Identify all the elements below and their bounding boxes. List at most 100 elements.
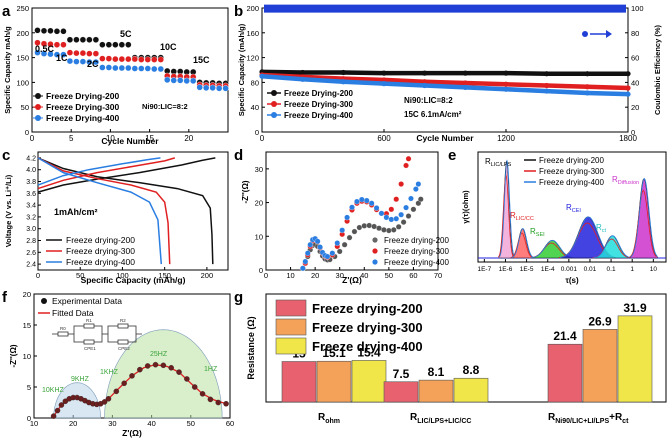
a-point: [79, 36, 87, 43]
d-xtick-label: 10: [286, 271, 294, 280]
b-y2label: Coulombic Efficiency (%): [653, 24, 662, 115]
d-point: [403, 162, 409, 169]
g-legend-200: Freeze drying-200: [312, 301, 423, 316]
b-series-point: [625, 91, 631, 97]
b-ytick-label: 160: [246, 29, 259, 38]
c-xtick-label: 150: [158, 271, 171, 280]
f-freq-3: 25HZ: [150, 351, 168, 358]
b-legend: Freeze Drying-200 Freeze Drying-300 Free…: [267, 89, 353, 120]
d-point: [361, 222, 368, 229]
f-circuit-label-cpe2: CPE2: [118, 346, 130, 351]
a-point: [131, 55, 139, 63]
f-data-points: [50, 361, 229, 419]
a-point: [157, 65, 164, 73]
e-peaks: [498, 159, 659, 259]
a-point: [60, 28, 67, 35]
a-xlabel: Cycle Number: [101, 136, 159, 146]
a-point: [151, 65, 158, 73]
b-y2tick-label: 80: [631, 29, 639, 38]
b-ytick-label: 80: [251, 78, 259, 87]
panel-letter-f: f: [2, 289, 8, 306]
g-cat-2: RNi90/LIC+LI/LPS+Rct: [548, 412, 629, 425]
g-bar-label: 26.9: [588, 314, 612, 328]
g-legend-300: Freeze drying-300: [312, 320, 423, 335]
d-point: [341, 241, 348, 248]
b-legend-200: Freeze Drying-200: [284, 89, 353, 98]
a-point: [66, 57, 74, 65]
f-exp-point: [101, 399, 108, 405]
d-point: [393, 215, 400, 222]
g-legend-swatch-300: [275, 318, 307, 336]
a-point: [131, 65, 139, 72]
f-freq-labels: 10KHZ 9KHZ 1KHZ 25HZ 1HZ: [42, 351, 218, 394]
a-ytick-label: 150: [16, 54, 29, 63]
a-point: [86, 50, 93, 57]
g-bar-label: 7.5: [393, 367, 410, 381]
c-ytick-label: 2.4: [26, 262, 36, 269]
b-note1: Ni90:LIC=8:2: [404, 96, 453, 105]
b-series-point: [584, 90, 590, 96]
f-exp-point: [121, 380, 127, 387]
a-point: [34, 27, 41, 34]
d-xtick-label: 30: [336, 271, 344, 280]
e-xtick-label: 0.1: [607, 266, 616, 273]
a-legend-200: Freeze Drying-200: [46, 91, 119, 101]
a-point: [209, 84, 216, 92]
g-bar: [281, 361, 317, 403]
d-ylabel: -Z''(Ω): [241, 180, 250, 203]
f-exp-point: [50, 413, 57, 419]
e-xtick-label: 10: [650, 266, 658, 273]
f-legend-marker-exp: [41, 298, 47, 304]
e-xtick-label: 1E-7: [477, 266, 491, 273]
panel-f: f 10 20 30 40 50 60 0 5 10 15 20 Z'(Ω) -Z''(Ω) Exp…: [2, 289, 234, 438]
d-point: [388, 206, 395, 213]
b-series-point: [422, 79, 428, 85]
d-xtick-label: 50: [385, 271, 393, 280]
panel-letter-g: g: [234, 289, 243, 306]
a-point: [118, 41, 126, 48]
b-xtick-label: 0: [260, 134, 265, 143]
d-point: [344, 214, 350, 221]
c-axis-ticks: 0 50 100 150 200 2.4 2.6 2.8 3.0 3.2 3.4 3.6 3.8 4.0 4…: [26, 155, 213, 280]
c-legend: Freeze drying-200 Freeze drying-300 Free…: [46, 235, 135, 267]
d-ytick-label: 0: [259, 266, 263, 275]
g-legend: Freeze drying-200 Freeze drying-300 Free…: [275, 299, 423, 355]
f-freq-2: 1KHZ: [100, 369, 119, 376]
panel-g: g 1515.115.47.58.18.821.426.931.9 Resist…: [234, 289, 667, 425]
d-xtick-label: 0: [264, 271, 268, 280]
d-point: [354, 198, 360, 205]
d-point: [393, 196, 400, 203]
b-series-point: [584, 71, 590, 77]
a-legend: Freeze Drying-200 Freeze Drying-300 Free…: [33, 91, 119, 123]
f-ylabel: -Z''(Ω): [9, 344, 18, 367]
a-point: [99, 64, 106, 71]
d-point: [373, 205, 380, 211]
a-point: [202, 84, 210, 92]
a-point: [40, 27, 48, 35]
g-category-labels: Rohm RLIC/LPS+LIC/CC RNi90/LIC+LI/LPS+Rc…: [318, 412, 629, 425]
a-point: [60, 41, 67, 48]
a-ytick-label: 0: [25, 128, 29, 137]
g-bar-label: 15.4: [357, 345, 381, 359]
e-ylabel: γ(τ)(ohm): [461, 190, 470, 224]
a-point: [105, 64, 113, 71]
a-point: [138, 65, 145, 72]
a-point: [34, 49, 41, 56]
b-ytick-label: 0: [255, 128, 259, 137]
a-point: [164, 76, 171, 84]
f-legend: Experimental Data Fitted Data: [38, 296, 122, 318]
f-exp-point: [54, 407, 61, 414]
b-series-point: [422, 82, 428, 89]
d-ytick-label: 20: [255, 199, 263, 208]
a-point: [99, 41, 106, 48]
b-series-point: [503, 86, 509, 92]
f-ytick-label: 20: [23, 290, 31, 299]
b-legend-400: Freeze Drying-400: [284, 111, 353, 120]
d-legend-400: Freeze drying-400: [384, 258, 449, 267]
d-legend-marker-300: [372, 248, 378, 254]
e-legend-400: Freeze drying-400: [539, 178, 604, 187]
f-freq-1: 9KHZ: [71, 376, 90, 383]
e-peak-line: [499, 159, 515, 258]
b-series-line: [261, 72, 629, 91]
